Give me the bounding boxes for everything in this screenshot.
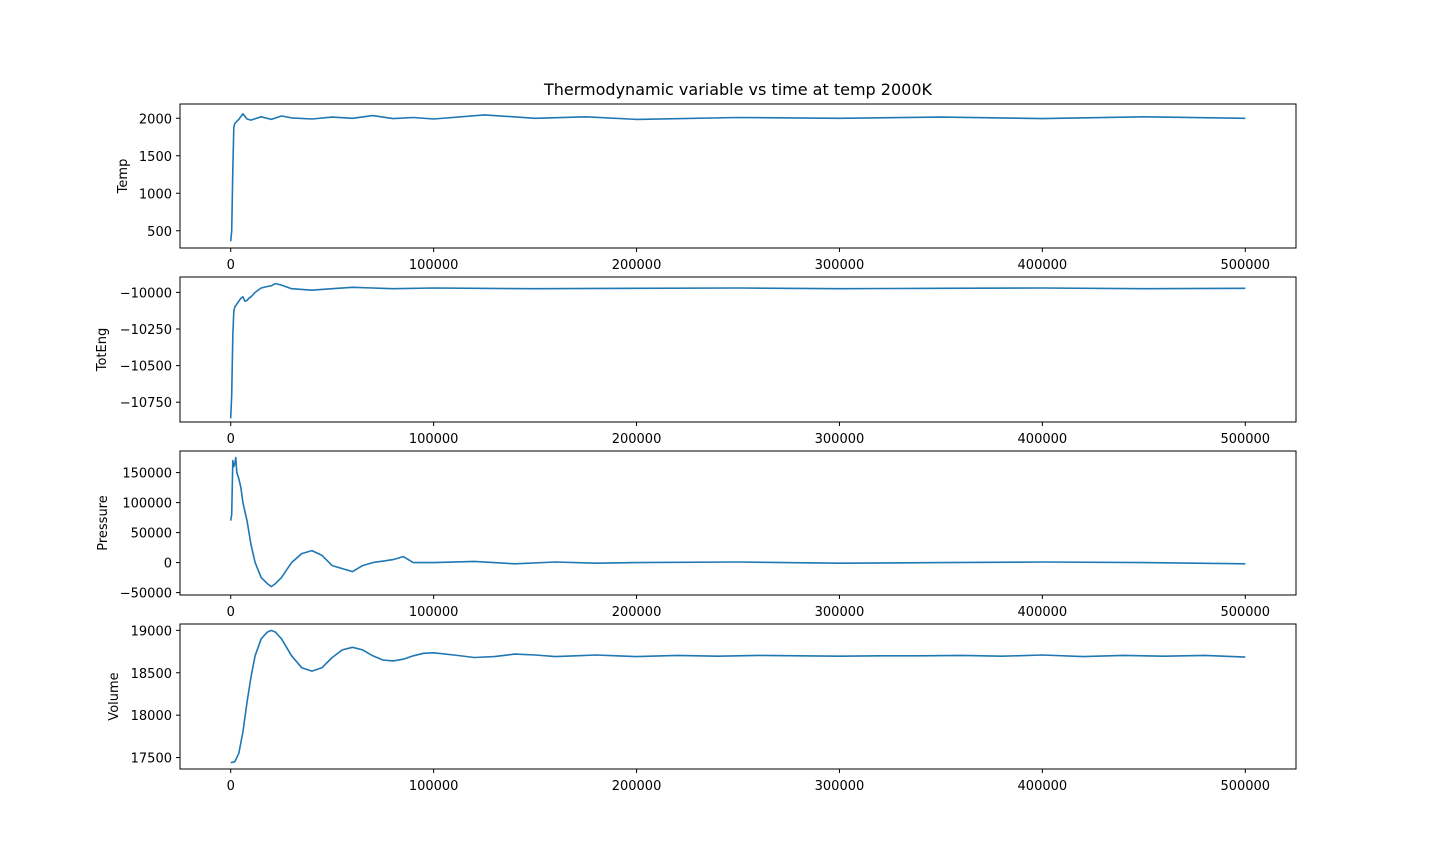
x-tick-label: 500000 [1220,605,1270,620]
y-tick-label: 17500 [131,752,172,767]
axes-frame [179,276,1297,423]
x-tick-label: 100000 [409,258,459,273]
y-tick-label: 1500 [139,150,172,165]
x-tick-label: 200000 [612,605,662,620]
y-tick-label: 18500 [131,667,172,682]
series-line [229,113,1246,242]
axes-frame [179,623,1297,770]
axes-frame [179,450,1297,596]
series-line [229,456,1246,588]
x-tick-label: 0 [227,779,235,794]
y-tick-label: −10000 [120,286,172,301]
y-tick-label: −10500 [120,360,172,375]
x-tick-label: 100000 [409,432,459,447]
y-tick-label: 1000 [139,187,172,202]
series-line [230,629,1246,764]
y-tick-label: 0 [164,557,172,572]
x-tick-label: 400000 [1018,258,1068,273]
x-tick-label: 0 [227,258,235,273]
x-tick-label: 300000 [815,605,865,620]
x-tick-label: 400000 [1018,605,1068,620]
x-tick-label: 400000 [1018,432,1068,447]
x-tick-label: 300000 [815,258,865,273]
x-tick-label: 300000 [815,779,865,794]
x-tick-label: 200000 [612,258,662,273]
y-tick-label: 19000 [131,624,172,639]
x-tick-label: 500000 [1220,258,1270,273]
y-tick-label: 150000 [122,467,172,482]
x-tick-label: 200000 [612,779,662,794]
subplot-toteng: 0 100000 200000 300000 400000 500000 −10750 −10… [95,276,1297,447]
y-tick-label: 18000 [131,709,172,724]
y-axis-label: Volume [107,672,122,720]
series-line [229,282,1246,419]
subplot-temp: 0 100000 200000 300000 400000 500000 500 1000 15… [116,103,1297,273]
subplot-volume: 0 100000 200000 300000 400000 500000 17500 1800… [107,623,1297,794]
x-tick-label: 100000 [409,605,459,620]
axes-frame [179,103,1297,249]
y-tick-label: 2000 [139,112,172,127]
x-tick-label: 500000 [1220,779,1270,794]
y-axis-label: Pressure [96,495,111,551]
y-axis-label: Temp [116,159,131,195]
y-axis-label: TotEng [95,328,110,373]
y-tick-label: 100000 [122,497,172,512]
x-tick-label: 300000 [815,432,865,447]
y-tick-label: −10250 [120,323,172,338]
x-tick-label: 100000 [409,779,459,794]
y-tick-label: 500 [147,225,172,240]
y-tick-label: −50000 [120,587,172,602]
y-tick-label: −10750 [120,396,172,411]
chart-title: Thermodynamic variable vs time at temp 2… [543,80,933,99]
x-tick-label: 400000 [1018,779,1068,794]
x-tick-label: 200000 [612,432,662,447]
x-tick-label: 0 [227,432,235,447]
subplot-pressure: 0 100000 200000 300000 400000 500000 −50000 0 50… [96,450,1297,620]
x-tick-label: 0 [227,605,235,620]
y-tick-label: 50000 [131,527,172,542]
x-tick-label: 500000 [1220,432,1270,447]
